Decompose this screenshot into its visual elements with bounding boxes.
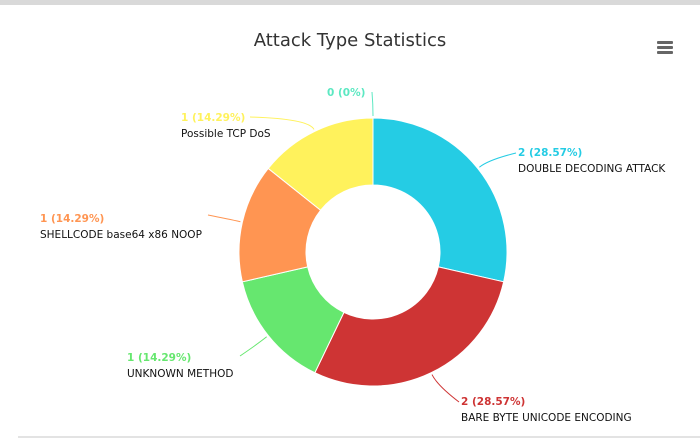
menu-bar xyxy=(657,46,673,49)
menu-bar xyxy=(657,51,673,54)
data-label-value: 2 (28.57%) xyxy=(518,147,582,159)
data-label-name: Possible TCP DoS xyxy=(181,128,271,140)
top-border xyxy=(0,0,700,5)
pie-slice[interactable] xyxy=(372,117,508,283)
data-label-value: 2 (28.57%) xyxy=(461,396,525,408)
data-label-value: 1 (14.29%) xyxy=(40,213,104,225)
label-connector xyxy=(479,152,517,168)
data-label-name: BARE BYTE UNICODE ENCODING xyxy=(461,412,632,424)
chart-panel: Attack Type Statistics xyxy=(0,5,700,436)
data-label-name: SHELLCODE base64 x86 NOOP xyxy=(40,229,202,241)
label-connector xyxy=(239,336,267,357)
menu-icon[interactable] xyxy=(655,39,675,57)
bottom-divider xyxy=(18,436,700,438)
label-connector xyxy=(207,214,241,223)
chart-title: Attack Type Statistics xyxy=(253,30,447,51)
data-label-value: 1 (14.29%) xyxy=(181,112,245,124)
data-label-value: 0 (0%) xyxy=(327,87,365,99)
menu-bar xyxy=(657,41,673,44)
pie-slice[interactable] xyxy=(267,117,374,211)
label-connector xyxy=(249,116,315,130)
data-label-value: 1 (14.29%) xyxy=(127,352,191,364)
pie-slice[interactable] xyxy=(314,266,505,387)
data-label-name: DOUBLE DECODING ATTACK xyxy=(518,163,666,175)
label-connector xyxy=(431,374,460,403)
label-connector xyxy=(371,91,374,117)
data-label-name: UNKNOWN METHOD xyxy=(127,368,233,380)
